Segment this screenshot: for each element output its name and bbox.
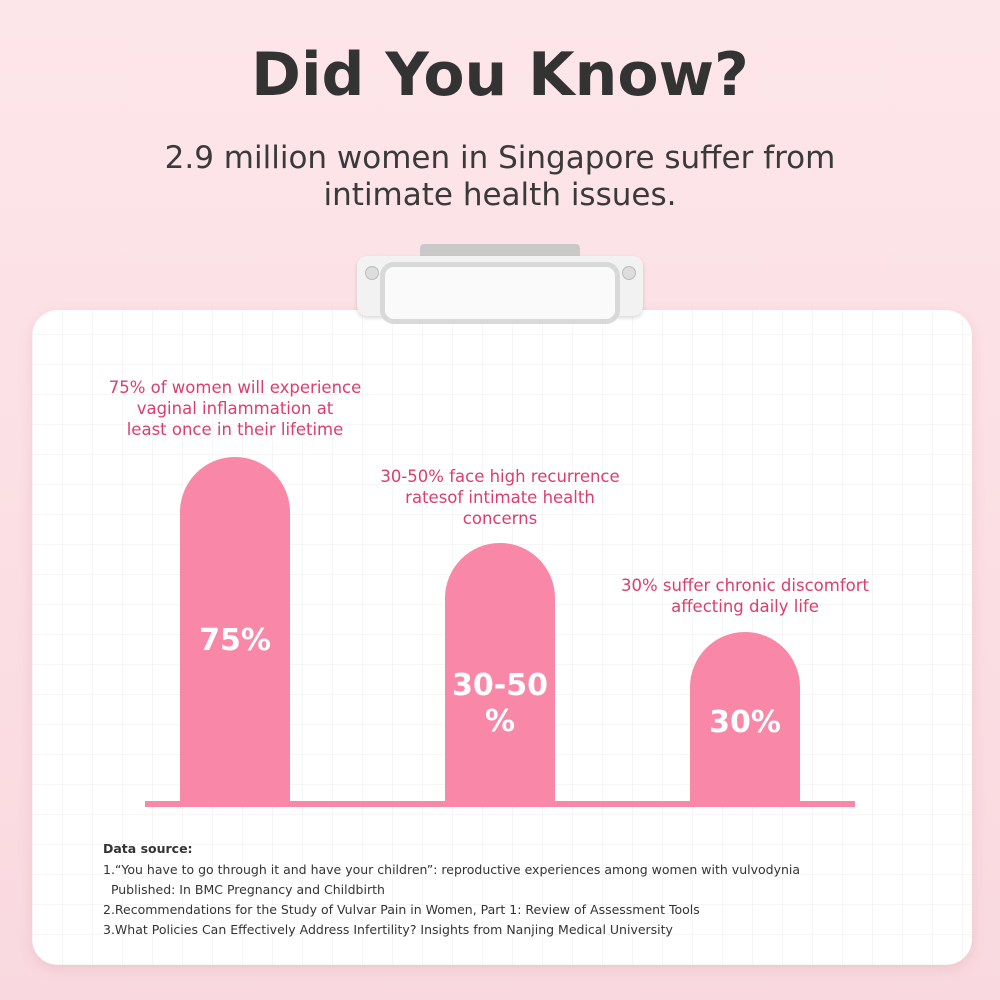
source-line: Published: In BMC Pregnancy and Childbir… <box>103 882 385 897</box>
caption-line: ratesof intimate health <box>405 488 595 507</box>
source-heading: Data source: <box>103 841 193 856</box>
source-line: 3.What Policies Can Effectively Address … <box>103 922 673 937</box>
subtitle-line: 2.9 million women in Singapore suffer fr… <box>164 140 836 176</box>
caption-line: concerns <box>462 509 538 528</box>
bar-label: 75% <box>199 623 271 658</box>
bar <box>180 457 290 804</box>
bar-label-line: 30-50 <box>452 668 548 703</box>
caption-line: 30-50% face high recurrence <box>380 467 620 486</box>
bar-label: 30% <box>709 705 781 740</box>
bar-caption: 75% of women will experience vaginal infl… <box>85 377 385 440</box>
caption-line: least once in their lifetime <box>126 420 344 439</box>
caption-line: 75% of women will experience <box>108 378 362 397</box>
bar-label-line: % <box>484 704 516 739</box>
source-line: 1.“You have to go through it and have yo… <box>103 862 801 877</box>
baseline <box>145 801 855 807</box>
title: Did You Know? <box>251 40 749 110</box>
bar <box>690 632 800 804</box>
caption-line: 30% suffer chronic discomfort <box>621 576 869 595</box>
bar-label: 30-50% <box>445 668 555 740</box>
bar <box>445 543 555 804</box>
bar-caption: 30% suffer chronic discomfort affecting d… <box>595 575 895 617</box>
subtitle-line: intimate health issues. <box>323 177 677 213</box>
source-line: 2.Recommendations for the Study of Vulva… <box>103 902 700 917</box>
screw <box>622 266 636 280</box>
screw <box>365 266 379 280</box>
caption-line: vaginal inflammation at <box>136 399 334 418</box>
bar-caption: 30-50% face high recurrence ratesof intim… <box>350 466 650 529</box>
clip-handle <box>380 262 620 324</box>
caption-line: affecting daily life <box>671 597 819 616</box>
